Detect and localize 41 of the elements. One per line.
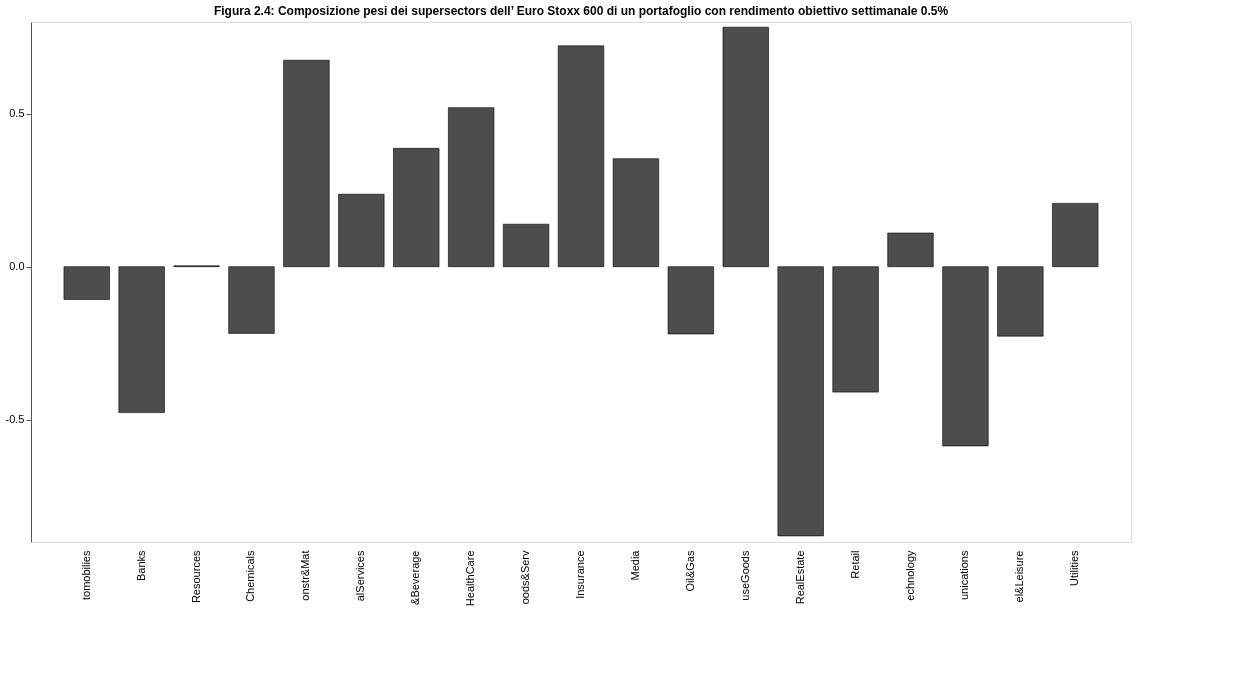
bar (997, 266, 1044, 337)
x-tick-label: &Beverage (409, 550, 422, 605)
x-tick-label: Insurance (574, 550, 586, 599)
bar (557, 45, 605, 268)
bar (667, 266, 714, 335)
bar (228, 266, 275, 334)
bar (887, 232, 934, 268)
y-tick-label: -0.5 (5, 413, 25, 426)
x-tick-label: RealEstate (793, 550, 806, 605)
y-tick-label: 0.5 (9, 107, 25, 120)
x-tick-label: Media (628, 549, 641, 581)
bar (63, 266, 110, 300)
bar (118, 266, 165, 413)
x-tick-label: el&Leisure (1013, 550, 1026, 603)
x-tick-label: onstr&Mat (299, 550, 312, 601)
x-tick-label: Banks (134, 550, 147, 582)
x-tick-label: Retail (848, 550, 861, 579)
bar (1052, 203, 1099, 268)
x-tick-label: oods&Serv (519, 550, 532, 605)
bar (502, 223, 550, 268)
bar (448, 107, 495, 268)
x-tick-label: tomobilies (79, 550, 92, 601)
bar (612, 158, 660, 268)
chart-title: Figura 2.4: Composizione pesi dei supersectors dell’ Euro Stoxx 600 di un portafoglio con rendimento obiettivo settimanale 0.5% (213, 4, 949, 18)
x-tick-label: echnology (903, 550, 916, 601)
bar (832, 266, 879, 393)
x-tick-label: Resources (189, 550, 202, 604)
bar (338, 193, 385, 268)
x-tick-label: HealthCare (464, 550, 477, 607)
x-tick-label: Utilities (1068, 550, 1081, 586)
x-tick-label: unications (958, 550, 971, 601)
bar (283, 59, 330, 268)
x-tick-label: alServices (354, 550, 367, 602)
y-tick-label: 0.0 (9, 260, 25, 273)
bar (942, 266, 989, 447)
bar (722, 26, 769, 268)
x-tick-label: Oil&Gas (683, 550, 696, 592)
x-tick-label: useGoods (738, 550, 751, 601)
bar (393, 148, 440, 268)
x-tick-label: Chemicals (244, 550, 257, 602)
bar (777, 266, 824, 537)
